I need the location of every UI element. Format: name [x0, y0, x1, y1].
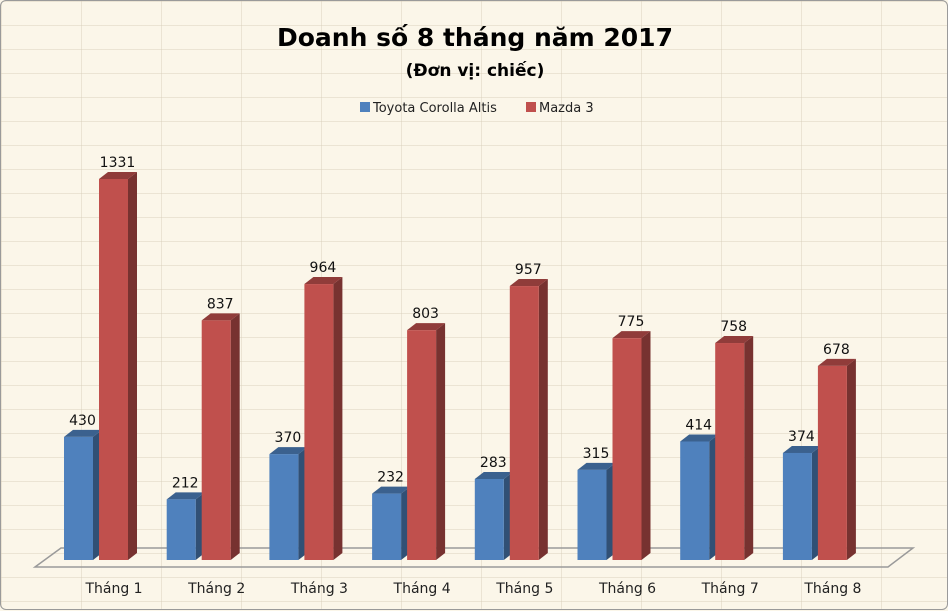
bar-toyota [680, 441, 710, 560]
chart-title: Doanh số 8 tháng năm 2017 [277, 23, 673, 52]
bar-top-toyota [372, 486, 411, 494]
data-label-mazda: 775 [618, 314, 645, 330]
legend: Toyota Corolla Altis Mazda 3 [360, 101, 594, 116]
bar-top-mazda [509, 279, 548, 287]
bar-toyota [474, 478, 504, 560]
bar-top-toyota [166, 492, 205, 500]
x-tick-label: Tháng 4 [393, 581, 451, 597]
bar-toyota [782, 452, 812, 560]
bar-side-mazda [333, 277, 343, 560]
bar-mazda [509, 286, 539, 560]
x-tick-label: Tháng 2 [187, 581, 245, 597]
x-tick-label: Tháng 6 [598, 581, 656, 597]
bar-toyota [166, 499, 196, 560]
legend-swatch-toyota [360, 102, 370, 112]
x-tick-label: Tháng 3 [290, 581, 348, 597]
bar-top-toyota [577, 462, 616, 470]
x-tick-label: Tháng 5 [495, 581, 553, 597]
bar-mazda [817, 365, 847, 560]
data-label-toyota: 370 [275, 430, 302, 446]
x-tick-label: Tháng 7 [701, 581, 759, 597]
data-label-mazda: 803 [412, 306, 439, 322]
bar-mazda [201, 320, 231, 560]
bar-side-mazda [538, 279, 548, 560]
bar-side-mazda [128, 172, 137, 560]
x-tick-label: Tháng 8 [803, 581, 861, 597]
bar-top-toyota [474, 471, 513, 479]
data-label-mazda: 837 [207, 296, 234, 312]
bar-toyota [64, 436, 93, 560]
bar-top-mazda [715, 336, 754, 344]
chart-floor [32, 547, 916, 568]
bar-top-toyota [782, 445, 821, 453]
data-label-mazda: 1331 [100, 155, 136, 171]
bar-side-mazda [641, 331, 651, 560]
bar-toyota [372, 493, 402, 560]
bar-top-mazda [99, 172, 137, 179]
data-label-mazda: 678 [823, 342, 850, 358]
chart-subtitle: (Đơn vị: chiếc) [406, 60, 545, 81]
data-label-toyota: 232 [377, 470, 404, 486]
bar-top-mazda [817, 358, 856, 366]
legend-swatch-mazda [526, 102, 536, 112]
data-label-toyota: 283 [480, 455, 507, 471]
bar-mazda [612, 338, 642, 560]
bar-toyota [577, 469, 607, 560]
bar-top-toyota [680, 434, 719, 442]
data-label-mazda: 957 [515, 262, 542, 278]
x-tick-label: Tháng 1 [84, 581, 142, 597]
bar-top-toyota [64, 429, 102, 437]
legend-label-mazda: Mazda 3 [539, 101, 594, 116]
data-label-toyota: 430 [69, 413, 96, 429]
bar-mazda [304, 284, 334, 560]
data-label-toyota: 414 [685, 417, 712, 433]
bar-top-mazda [304, 277, 343, 285]
bar-side-mazda [846, 358, 856, 560]
data-label-toyota: 212 [172, 475, 199, 491]
bar-side-mazda [230, 313, 240, 560]
data-label-mazda: 758 [720, 319, 747, 335]
bar-mazda [407, 330, 437, 560]
bar-top-mazda [201, 313, 240, 321]
legend-label-toyota: Toyota Corolla Altis [372, 101, 497, 116]
bar-side-mazda [436, 323, 446, 560]
bar-top-mazda [407, 323, 446, 331]
bar-mazda [715, 343, 745, 560]
bar-side-mazda [744, 336, 754, 560]
bar-toyota [269, 454, 299, 560]
data-label-mazda: 964 [310, 260, 337, 276]
data-label-toyota: 315 [583, 446, 610, 462]
bar-mazda [99, 179, 128, 560]
bar-top-toyota [269, 447, 308, 455]
data-label-toyota: 374 [788, 429, 815, 445]
bar-top-mazda [612, 331, 651, 339]
